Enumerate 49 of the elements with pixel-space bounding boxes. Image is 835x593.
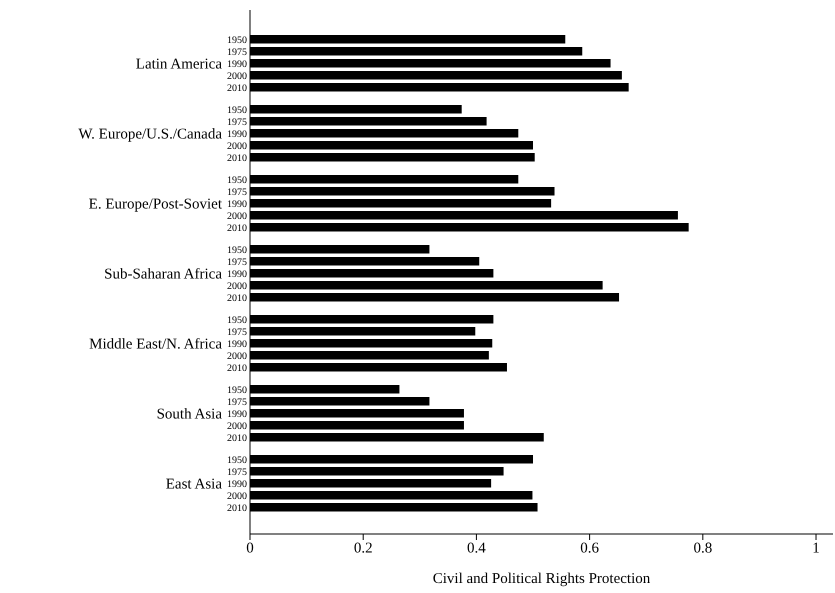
x-axis-title: Civil and Political Rights Protection bbox=[432, 571, 651, 587]
series-label: 1990 bbox=[227, 58, 247, 70]
text: 2000 bbox=[227, 350, 247, 362]
text: 1990 bbox=[227, 408, 247, 420]
series-label: 1950 bbox=[227, 34, 247, 46]
text: 1950 bbox=[227, 174, 247, 186]
y-tick-label: East Asia bbox=[166, 476, 222, 492]
text: 1990 bbox=[227, 198, 247, 210]
text: 2000 bbox=[227, 210, 247, 222]
y-tick-label: Latin America bbox=[136, 56, 222, 72]
text: 1990 bbox=[227, 128, 247, 140]
x-tick-label: 0.4 bbox=[467, 540, 486, 557]
text: 2010 bbox=[227, 152, 247, 164]
text: 1975 bbox=[227, 466, 247, 478]
text: 2000 bbox=[227, 420, 247, 432]
y-tick-label: E. Europe/Post-Soviet bbox=[88, 196, 223, 212]
text: 2010 bbox=[227, 292, 247, 304]
series-label: 1975 bbox=[227, 46, 247, 58]
x-tick-label: 0 bbox=[246, 540, 254, 557]
text: 1950 bbox=[227, 104, 247, 116]
text: 1975 bbox=[227, 396, 247, 408]
text: 2010 bbox=[227, 222, 247, 234]
text: 1975 bbox=[227, 186, 247, 198]
series-label: 2010 bbox=[227, 82, 247, 94]
x-tick-label: 1 bbox=[812, 540, 820, 557]
text: 2010 bbox=[227, 362, 247, 374]
x-tick-label: 0.2 bbox=[354, 540, 373, 557]
text: 1950 bbox=[227, 454, 247, 466]
text: 1950 bbox=[227, 384, 247, 396]
text: 2010 bbox=[227, 502, 247, 514]
x-tick-label: 0.8 bbox=[693, 540, 712, 557]
text: 2010 bbox=[227, 432, 247, 444]
text: 1975 bbox=[227, 116, 247, 128]
text: 1990 bbox=[227, 268, 247, 280]
text: 1950 bbox=[227, 244, 247, 256]
y-tick-label: South Asia bbox=[156, 406, 222, 422]
series-label: 2000 bbox=[227, 70, 247, 82]
text: 1990 bbox=[227, 338, 247, 350]
text: 2000 bbox=[227, 140, 247, 152]
text: 1975 bbox=[227, 326, 247, 338]
text: 1975 bbox=[227, 256, 247, 268]
text: 1950 bbox=[227, 314, 247, 326]
x-tick-label: 0.6 bbox=[580, 540, 600, 557]
text: 2000 bbox=[227, 280, 247, 292]
text: 1990 bbox=[227, 478, 247, 490]
y-tick-label: W. Europe/U.S./Canada bbox=[78, 126, 222, 142]
text: 2000 bbox=[227, 490, 247, 502]
y-tick-label: Middle East/N. Africa bbox=[89, 336, 222, 352]
y-tick-label: Sub-Saharan Africa bbox=[104, 266, 222, 282]
